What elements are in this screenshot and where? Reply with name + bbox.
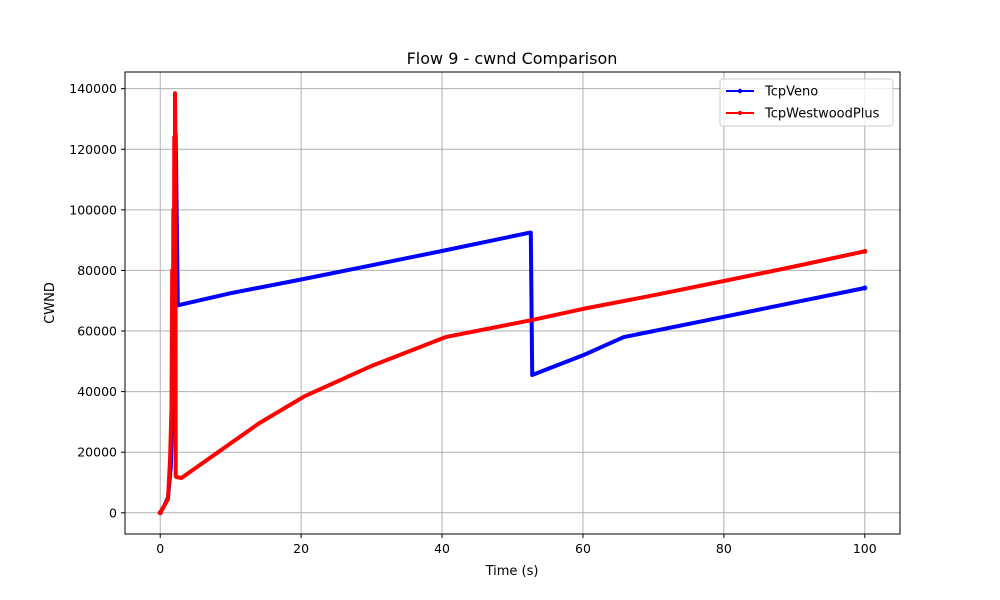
legend: TcpVeno TcpWestwoodPlus [719,78,894,127]
y-axis-label: CWND [43,282,58,324]
y-axis: 0 20000 40000 60000 80000 100000 120000 140000 [69,81,125,520]
x-axis: 0 20 40 60 80 100 [156,534,877,556]
y-tick-label: 60000 [77,324,117,339]
x-tick-label: 0 [156,541,164,556]
series-line-tcpwestwoodplus [158,91,867,515]
series-point-tcpwestwoodplus [157,510,163,516]
series-layer [157,91,868,516]
x-tick-label: 20 [293,541,309,556]
plot-frame [124,71,901,535]
y-tick-label: 100000 [69,202,117,217]
y-tick-label: 20000 [77,445,117,460]
x-tick-label: 40 [434,541,450,556]
x-tick-label: 60 [575,541,591,556]
x-tick-label: 80 [716,541,732,556]
series-point-tcpwestwoodplus [862,248,868,254]
x-tick-label: 100 [853,541,877,556]
series-point-tcpveno [862,285,868,291]
y-tick-label: 80000 [77,263,117,278]
legend-marker-tcpveno [737,88,743,94]
x-axis-label: Time (s) [485,564,539,579]
legend-label-tcpveno: TcpVeno [764,85,818,100]
legend-label-tcpwestwoodplus: TcpWestwoodPlus [764,107,880,122]
y-tick-label: 120000 [69,142,117,157]
chart-title: Flow 9 - cwnd Comparison [407,49,618,68]
y-tick-label: 140000 [69,81,117,96]
legend-marker-tcpwestwoodplus [737,110,743,116]
y-tick-label: 40000 [77,384,117,399]
legend-box [719,78,894,127]
y-tick-label: 0 [109,505,117,520]
